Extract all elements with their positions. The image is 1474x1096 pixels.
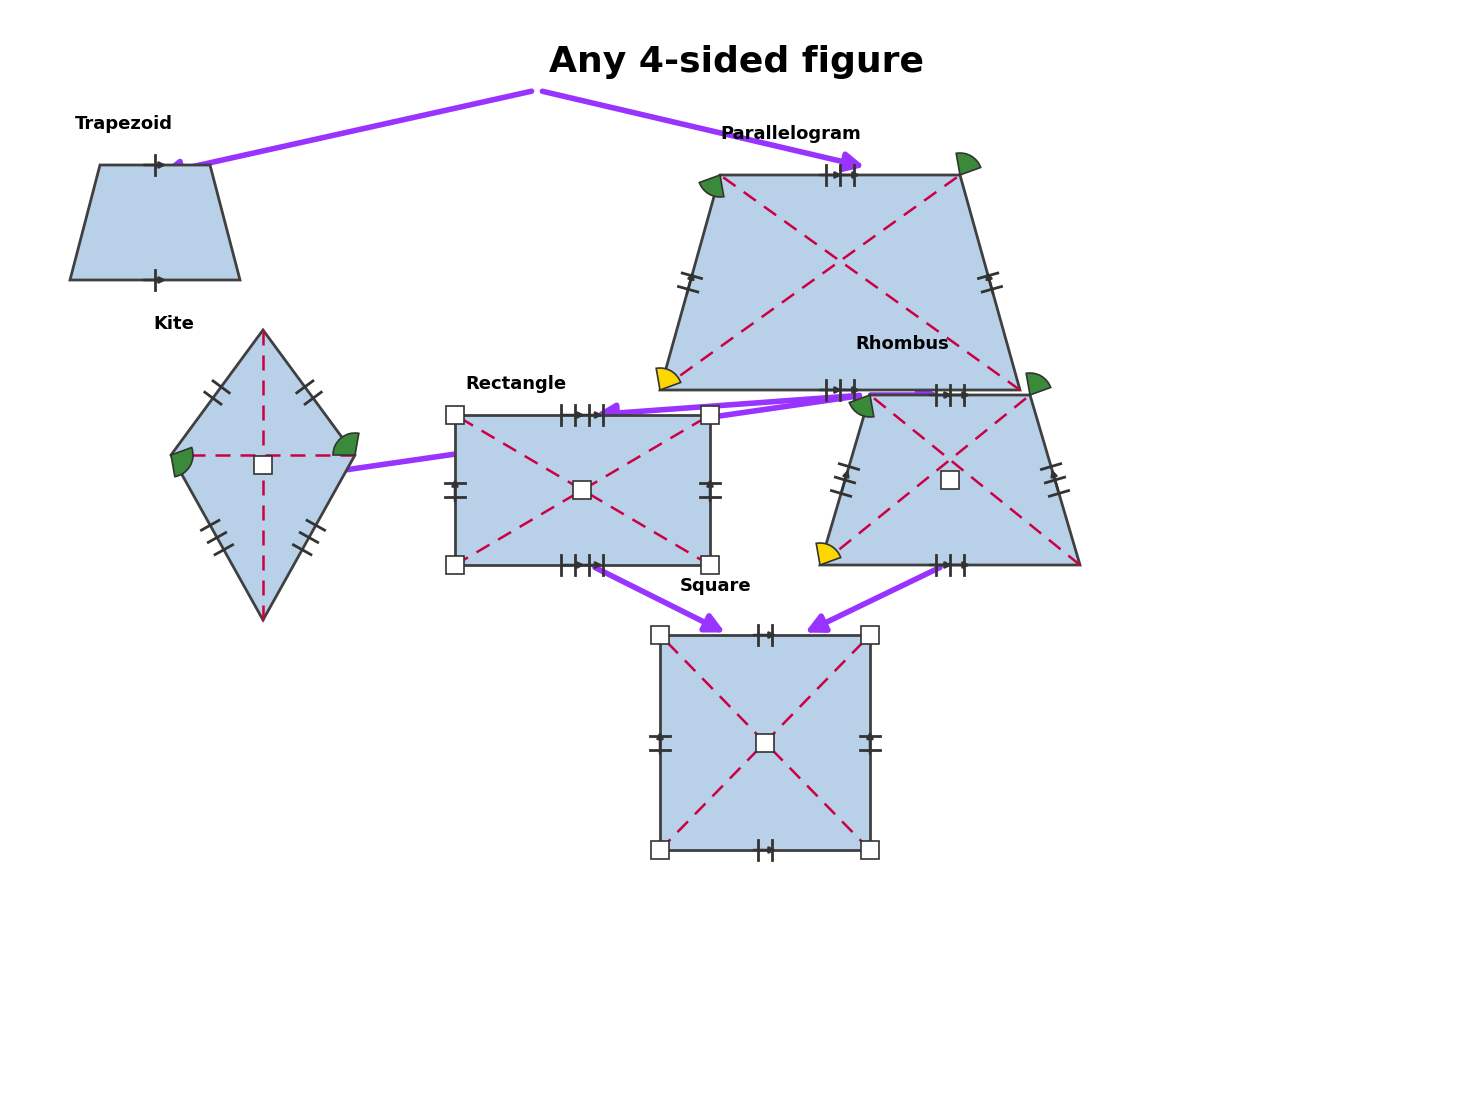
Polygon shape	[660, 635, 870, 850]
Polygon shape	[660, 175, 1020, 390]
Wedge shape	[957, 153, 980, 175]
Text: Kite: Kite	[153, 315, 195, 333]
Wedge shape	[656, 368, 681, 390]
Bar	[447, 556, 464, 574]
Wedge shape	[699, 175, 724, 197]
Text: Rhombus: Rhombus	[855, 335, 949, 353]
Polygon shape	[171, 330, 355, 620]
Wedge shape	[817, 543, 840, 566]
Bar	[702, 406, 719, 424]
Wedge shape	[1026, 373, 1051, 395]
Bar	[861, 841, 879, 859]
Polygon shape	[820, 395, 1080, 566]
Bar	[756, 733, 774, 752]
Wedge shape	[333, 433, 358, 455]
Bar	[254, 456, 273, 473]
Bar	[940, 471, 960, 489]
Text: Trapezoid: Trapezoid	[75, 115, 172, 133]
Text: Square: Square	[680, 576, 752, 595]
Text: Rectangle: Rectangle	[464, 375, 566, 393]
Bar	[447, 406, 464, 424]
Bar	[861, 626, 879, 644]
Wedge shape	[171, 447, 193, 477]
Bar	[702, 556, 719, 574]
Text: Parallelogram: Parallelogram	[719, 125, 861, 142]
Polygon shape	[455, 415, 710, 566]
Bar	[573, 481, 591, 499]
Wedge shape	[849, 395, 874, 416]
Bar	[652, 626, 669, 644]
Text: Any 4-sided figure: Any 4-sided figure	[550, 45, 924, 79]
Bar	[652, 841, 669, 859]
Polygon shape	[69, 165, 240, 279]
